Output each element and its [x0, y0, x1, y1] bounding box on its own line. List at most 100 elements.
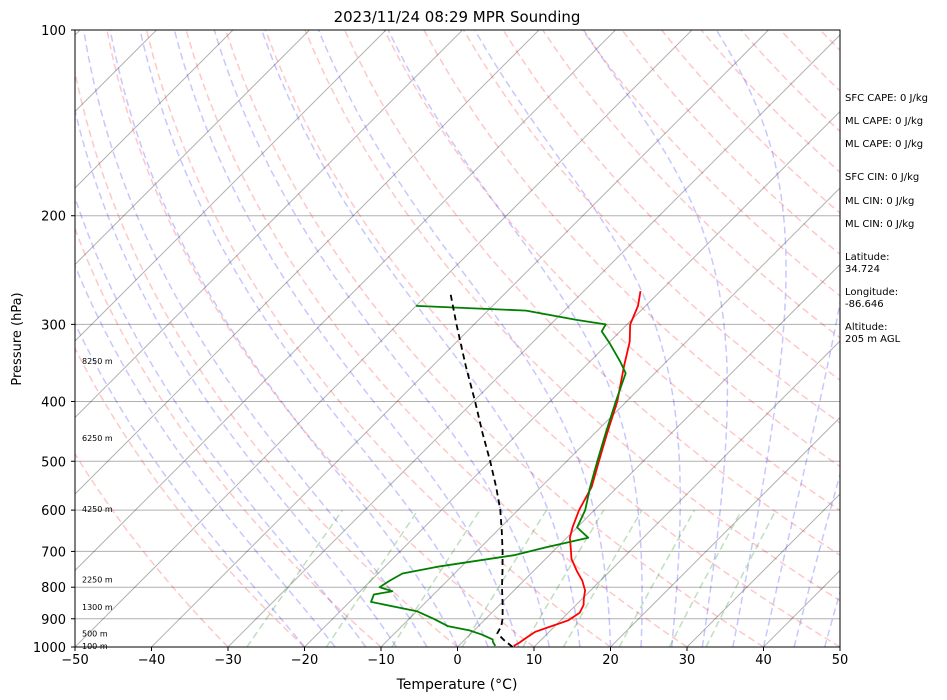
- dry-adiabat-line: [304, 30, 840, 602]
- moist-adiabat-line: [139, 30, 489, 647]
- dry-adiabat-line: [502, 30, 840, 382]
- moist-adiabat-line: [109, 30, 459, 647]
- isotherm-line: [533, 340, 840, 647]
- moist-adiabat-line: [75, 263, 336, 647]
- moist-adiabat-line: [213, 30, 551, 647]
- moist-adiabat-line: [317, 30, 612, 647]
- x-tick-label: 0: [453, 653, 461, 668]
- y-tick-label: 300: [41, 318, 66, 333]
- height-label: 500 m: [82, 630, 108, 639]
- height-label: 8250 m: [82, 357, 113, 366]
- y-tick-label: 100: [41, 24, 66, 39]
- isotherm-line: [304, 110, 840, 647]
- mixing-ratio-line: [618, 509, 696, 647]
- y-tick-label: 1000: [33, 641, 66, 656]
- x-tick-label: −10: [367, 653, 394, 668]
- parcel-trace: [449, 290, 514, 647]
- moist-adiabat-line: [173, 30, 520, 647]
- dry-adiabat-line: [185, 30, 688, 647]
- dry-adiabat-line: [462, 30, 840, 424]
- moist-adiabat-line: [793, 471, 840, 647]
- y-axis-ticks: 100 200 300 400 500 600 700 800 900 1000: [33, 24, 75, 656]
- moist-adiabat-line: [474, 30, 681, 647]
- dry-adiabat-line: [75, 68, 458, 647]
- dry-adiabat-line: [343, 30, 840, 557]
- dry-adiabat-line: [75, 452, 229, 647]
- y-tick-label: 500: [41, 455, 66, 470]
- ml-cape-text-2: ML CAPE: 0 J/kg: [845, 139, 924, 150]
- moist-adiabat-line: [260, 30, 581, 647]
- altitude-text: Altitude: 205 m AGL: [845, 322, 901, 345]
- isotherm-line: [75, 30, 693, 647]
- isotherm-line: [75, 30, 540, 495]
- y-tick-label: 700: [41, 545, 66, 560]
- ml-cape-text: ML CAPE: 0 J/kg: [845, 116, 924, 127]
- sfc-cape-text: SFC CAPE: 0 J/kg: [845, 93, 928, 104]
- x-tick-label: −20: [291, 653, 318, 668]
- x-tick-label: −30: [214, 653, 241, 668]
- dry-adiabat-line: [145, 30, 611, 647]
- y-tick-label: 900: [41, 613, 66, 628]
- mixing-ratio-line: [668, 509, 743, 647]
- mixing-ratio-line: [391, 509, 481, 647]
- x-tick-label: −50: [61, 653, 88, 668]
- longitude-text: Longitude: -86.646: [845, 287, 899, 310]
- height-label: 2250 m: [82, 575, 113, 584]
- chart-title: 2023/11/24 08:29 MPR Sounding: [334, 8, 581, 26]
- x-tick-label: 20: [602, 653, 619, 668]
- moist-adiabat-line: [823, 589, 840, 647]
- dewpoint-trace: [370, 305, 627, 647]
- dry-adiabat-line: [383, 30, 840, 512]
- height-label: 1300 m: [82, 603, 113, 612]
- isotherm-line: [75, 30, 234, 189]
- isotherm-line: [75, 30, 310, 266]
- x-axis-ticks: −50 −40 −30 −20 −10 0 10 20 30 40 50: [61, 647, 848, 668]
- sounding-traces: [370, 290, 642, 647]
- temperature-trace: [513, 290, 642, 647]
- x-tick-label: 40: [755, 653, 772, 668]
- x-tick-label: −40: [138, 653, 165, 668]
- mixing-ratio-line: [705, 509, 777, 647]
- height-label: 4250 m: [82, 505, 113, 514]
- isotherm-line: [380, 187, 840, 647]
- mixing-ratio-line: [246, 509, 344, 647]
- dry-adiabat-line: [423, 30, 840, 468]
- dry-adiabat-line: [106, 30, 535, 647]
- isotherm-line: [227, 34, 840, 647]
- y-tick-label: 400: [41, 395, 66, 410]
- x-tick-label: 10: [526, 653, 543, 668]
- height-labels: 100 m 500 m 1300 m 2250 m 4250 m 6250 m 8250 m: [82, 357, 113, 651]
- isotherm-line: [75, 30, 387, 342]
- ml-cin-text: ML CIN: 0 J/kg: [845, 196, 915, 207]
- mixing-ratio-line: [562, 509, 643, 647]
- mixing-ratio-line: [522, 509, 605, 647]
- dry-adiabat-line: [75, 346, 306, 647]
- dry-adiabat-line: [264, 30, 840, 647]
- x-tick-label: 30: [679, 653, 696, 668]
- x-tick-label: 50: [832, 653, 849, 668]
- mixing-ratio-line: [461, 509, 548, 647]
- moist-adiabat-line: [75, 321, 306, 647]
- isotherm-line: [75, 30, 463, 419]
- height-label: 6250 m: [82, 434, 113, 443]
- dry-adiabat-line: [75, 226, 382, 647]
- isotherm-line: [0, 30, 4, 647]
- y-tick-label: 800: [41, 581, 66, 596]
- isotherm-line: [686, 493, 840, 647]
- dry-adiabat-line: [581, 30, 840, 297]
- ml-cin-text-2: ML CIN: 0 J/kg: [845, 219, 915, 230]
- y-tick-label: 600: [41, 504, 66, 519]
- height-label: 100 m: [82, 642, 108, 651]
- isotherm-line: [75, 30, 616, 572]
- y-tick-label: 200: [41, 210, 66, 225]
- moist-adiabat-line: [387, 30, 643, 647]
- isotherm-line: [610, 416, 840, 647]
- moist-adiabat-line: [75, 107, 397, 647]
- moist-adiabat-line: [75, 195, 367, 647]
- x-axis-label: Temperature (°C): [396, 677, 518, 693]
- moist-adiabat-line: [582, 30, 729, 647]
- moist-adiabat-line: [762, 298, 840, 647]
- thermodynamic-background-lines: [0, 30, 840, 647]
- moist-adiabat-line: [82, 30, 428, 647]
- dry-adiabat-line: [224, 30, 764, 647]
